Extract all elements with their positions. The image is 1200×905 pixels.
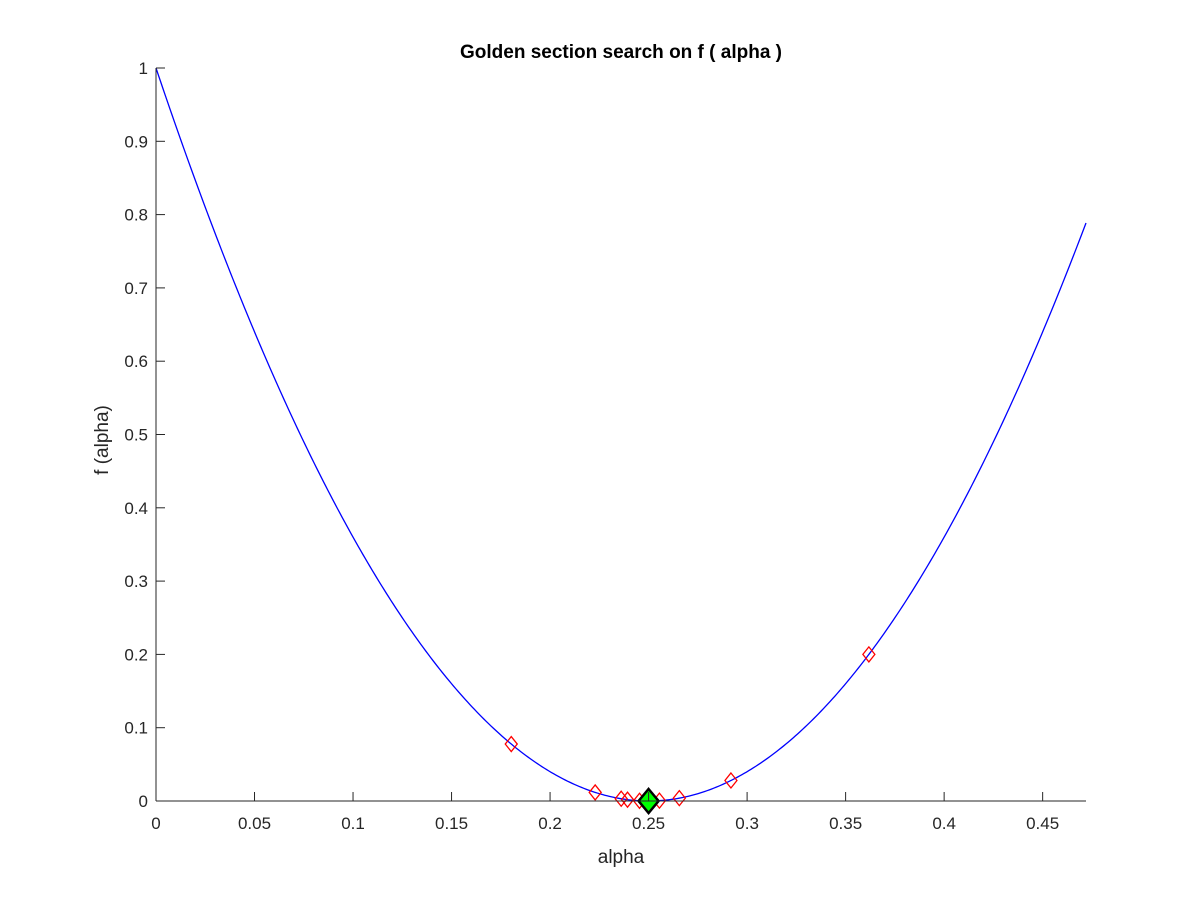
x-tick-label: 0.3 [735,814,759,833]
chart-title: Golden section search on f ( alpha ) [460,42,782,63]
x-tick-label: 0.45 [1026,814,1059,833]
y-tick-label: 0.1 [124,719,148,738]
plot-area [155,67,1087,815]
evaluation-point-marker [862,645,876,663]
evaluation-point-marker [672,789,687,807]
y-tick-label: 0.6 [124,352,148,371]
y-tick-label: 0 [139,792,148,811]
evaluation-point-marker [588,783,603,801]
x-tick-label: 0 [151,814,160,833]
x-tick-label: 0.15 [435,814,468,833]
evaluation-point-marker [620,791,635,809]
x-tick-label: 0.2 [538,814,562,833]
y-tick-label: 0.3 [124,572,148,591]
x-tick-label: 0.35 [829,814,862,833]
y-tick-label: 0.2 [124,645,148,664]
x-tick-label: 0.1 [341,814,365,833]
x-axis-label: alpha [598,847,645,868]
y-tick-label: 0.5 [124,426,148,445]
x-axis: 0 0.05 0.1 0.15 0.2 0.25 0.3 0.35 0.4 0.45 [151,792,1086,833]
evaluation-point-marker [724,771,738,790]
function-curve [155,67,1087,802]
y-tick-label: 0.8 [124,206,148,225]
y-tick-label: 0.4 [124,499,148,518]
evaluation-point-marker [504,735,519,753]
y-axis: 0 0.1 0.2 0.3 0.4 0.5 0.6 0.7 0.8 0.9 1 [124,59,165,811]
y-tick-label: 0.7 [124,279,148,298]
x-tick-label: 0.05 [238,814,271,833]
y-tick-label: 0.9 [124,132,148,151]
y-tick-label: 1 [139,59,148,78]
evaluation-point-marker [614,790,629,808]
x-tick-label: 0.4 [932,814,956,833]
y-axis-label: f (alpha) [92,405,113,475]
x-tick-label: 0.25 [632,814,665,833]
